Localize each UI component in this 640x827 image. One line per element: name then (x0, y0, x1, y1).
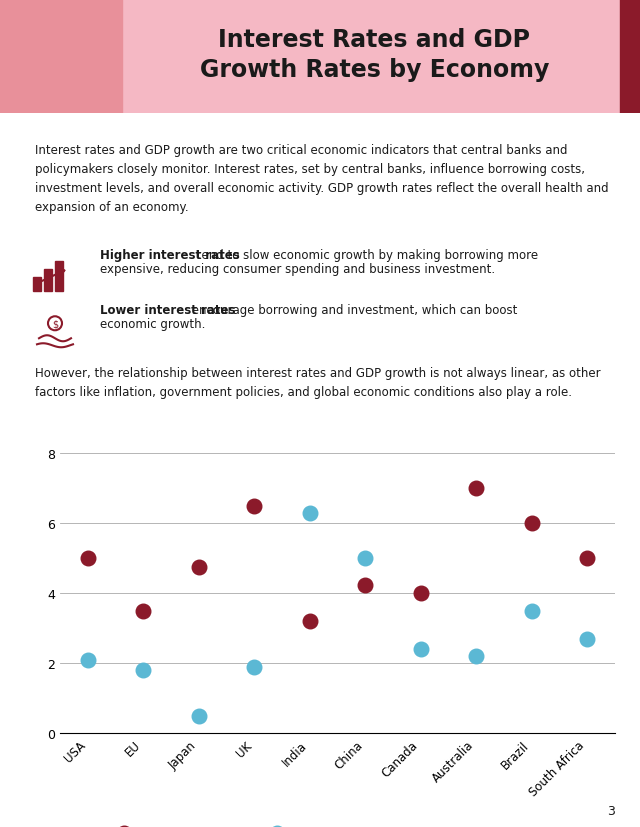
Legend: Interest Rate (%), GDP Growth Rate (%): Interest Rate (%), GDP Growth Rate (%) (106, 821, 435, 827)
Bar (55, 262, 63, 292)
Point (138, 605, 148, 618)
Text: However, the relationship between interest rates and GDP growth is not always li: However, the relationship between intere… (35, 367, 600, 399)
Point (305, 506, 315, 519)
Point (138, 664, 148, 677)
Text: $: $ (52, 319, 58, 329)
Point (305, 615, 315, 629)
Bar (620, 0, 640, 114)
Point (527, 517, 537, 530)
Point (582, 633, 593, 646)
Text: economic growth.: economic growth. (100, 318, 205, 331)
Text: tend to slow economic growth by making borrowing more: tend to slow economic growth by making b… (193, 249, 538, 262)
Text: expensive, reducing consumer spending and business investment.: expensive, reducing consumer spending an… (100, 263, 495, 276)
Point (249, 500, 259, 513)
Point (83, 653, 93, 667)
Text: Interest rates and GDP growth are two critical economic indicators that central : Interest rates and GDP growth are two cr… (35, 144, 609, 214)
Bar (33, 278, 41, 292)
Point (415, 587, 426, 600)
Bar (44, 270, 52, 292)
Point (471, 482, 481, 495)
Point (527, 605, 537, 618)
Point (194, 561, 204, 574)
Point (360, 578, 371, 591)
Point (415, 643, 426, 656)
Point (83, 552, 93, 565)
Text: 3: 3 (607, 804, 615, 817)
Point (582, 552, 593, 565)
Text: Lower interest rates: Lower interest rates (100, 304, 236, 317)
Point (360, 552, 371, 565)
Text: Higher interest rates: Higher interest rates (100, 249, 240, 262)
Text: encourage borrowing and investment, which can boost: encourage borrowing and investment, whic… (188, 304, 518, 317)
Text: Interest Rates and GDP
Growth Rates by Economy: Interest Rates and GDP Growth Rates by E… (200, 27, 549, 82)
Point (471, 650, 481, 663)
Point (249, 660, 259, 673)
Bar (0, 0, 122, 114)
Point (194, 710, 204, 723)
